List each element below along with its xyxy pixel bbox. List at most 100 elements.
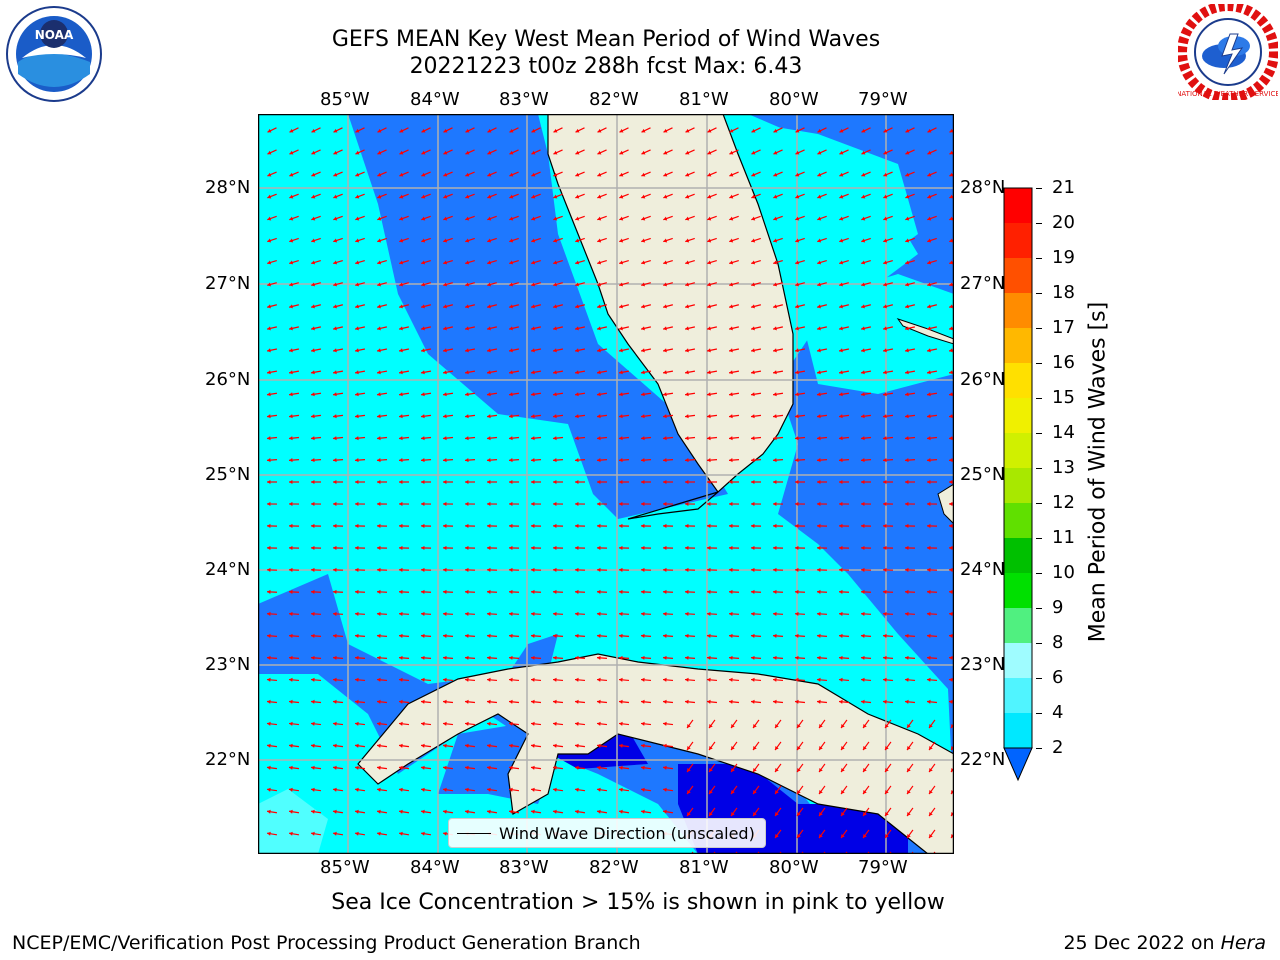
wind-arrow-head	[289, 128, 294, 133]
wind-arrow-head	[509, 523, 513, 529]
wind-arrow-head	[443, 501, 447, 507]
wind-arrow-head	[929, 746, 933, 751]
wind-arrow-head	[377, 677, 381, 682]
wind-arrow-head	[641, 370, 645, 375]
wind-arrow-head	[355, 677, 359, 682]
wind-arrow-head	[267, 326, 271, 331]
wind-arrow-head	[443, 655, 447, 660]
wind-arrow-head	[861, 655, 865, 660]
wind-arrow-head	[927, 633, 931, 638]
wind-arrow-head	[267, 194, 272, 199]
wind-arrow-head	[465, 392, 469, 397]
wind-arrow-head	[311, 392, 315, 397]
wind-arrow-head	[883, 216, 888, 221]
wind-arrow-head	[817, 589, 821, 594]
wind-arrow-head	[641, 611, 645, 616]
wind-arrow-head	[421, 458, 425, 463]
wind-arrow-head	[685, 545, 689, 551]
wind-arrow-head	[487, 282, 492, 287]
colorbar-segment	[1004, 293, 1032, 328]
wind-arrow-head	[509, 304, 513, 309]
wind-arrow-head	[905, 523, 909, 529]
wind-arrow-head	[355, 721, 359, 726]
wind-arrow-head	[553, 545, 557, 551]
wind-arrow-head	[753, 790, 757, 795]
wind-arrow-head	[597, 633, 601, 638]
wind-arrow-head	[619, 370, 623, 375]
colorbar-tick-mark	[1036, 643, 1042, 644]
wind-arrow-head	[885, 768, 889, 773]
wind-arrow-head	[465, 765, 469, 770]
wind-arrow-head	[311, 765, 315, 770]
wind-arrow-head	[905, 699, 909, 704]
wind-arrow-head	[311, 370, 315, 375]
wind-arrow-head	[861, 611, 865, 616]
wind-arrow-head	[355, 128, 360, 133]
wind-arrow-head	[509, 458, 513, 463]
legend-line-swatch	[457, 832, 491, 834]
wind-arrow-head	[663, 194, 668, 199]
wind-arrow-head	[905, 238, 910, 243]
wind-arrow-head	[775, 768, 779, 773]
wind-arrow-head	[795, 501, 799, 507]
wind-arrow-head	[729, 545, 733, 551]
wind-arrow-head	[861, 633, 865, 638]
wind-arrow-head	[267, 787, 271, 792]
wind-arrow-head	[619, 282, 624, 287]
lat-label-right: 28°N	[960, 177, 1006, 198]
wind-arrow-head	[773, 172, 778, 177]
wind-arrow-head	[773, 589, 777, 594]
wind-arrow-head	[883, 436, 887, 441]
wind-arrow-head	[509, 677, 513, 682]
wind-arrow-head	[553, 370, 557, 375]
wind-arrow-head	[553, 216, 558, 221]
wind-arrow-head	[377, 479, 381, 485]
wind-arrow-head	[685, 326, 689, 331]
wind-arrow-head	[333, 238, 338, 243]
wind-arrow-head	[421, 831, 425, 836]
wind-arrow-head	[597, 392, 601, 397]
wind-arrow-head	[553, 721, 557, 726]
wind-arrow-head	[333, 589, 337, 594]
wind-arrow-head	[641, 216, 646, 221]
wind-arrow-head	[267, 128, 272, 133]
wind-arrow-head	[819, 768, 823, 773]
wind-arrow-head	[399, 282, 404, 287]
wind-arrow-head	[729, 523, 733, 529]
wind-arrow-head	[487, 194, 492, 199]
wind-arrow-head	[641, 326, 645, 331]
lat-label-right: 27°N	[960, 273, 1006, 294]
wind-arrow-head	[311, 414, 315, 419]
wind-arrow-head	[861, 501, 865, 507]
wind-arrow-head	[575, 304, 579, 309]
wind-arrow-head	[333, 392, 337, 397]
wind-arrow-head	[421, 611, 425, 616]
wind-arrow-head	[927, 523, 931, 529]
wind-arrow-head	[553, 677, 557, 682]
wind-arrow-head	[443, 765, 447, 770]
wind-arrow-head	[641, 128, 646, 133]
wind-arrow-head	[863, 834, 867, 839]
wind-arrow-head	[377, 545, 381, 551]
wind-arrow-head	[685, 699, 689, 704]
wind-arrow-head	[487, 348, 491, 353]
wind-arrow-head	[597, 589, 601, 594]
colorbar-segment	[1004, 468, 1032, 503]
wind-arrow-head	[267, 633, 271, 638]
wind-arrow-head	[839, 194, 844, 199]
wind-arrow-head	[641, 436, 645, 441]
colorbar-frame	[1003, 187, 1033, 749]
colorbar-tick-mark	[1036, 188, 1042, 189]
wind-arrow-head	[399, 216, 404, 221]
wind-arrow-head	[753, 724, 757, 729]
wind-arrow-head	[509, 633, 513, 638]
wind-arrow-head	[707, 194, 712, 199]
wind-wave-map	[258, 114, 954, 854]
wind-arrow-head	[377, 611, 381, 616]
wind-arrow-head	[443, 260, 448, 265]
wind-arrow-head	[795, 436, 799, 441]
wind-arrow-head	[641, 655, 645, 660]
wind-arrow-head	[311, 150, 316, 155]
wind-arrow-head	[773, 699, 777, 704]
wind-arrow-head	[663, 633, 667, 638]
